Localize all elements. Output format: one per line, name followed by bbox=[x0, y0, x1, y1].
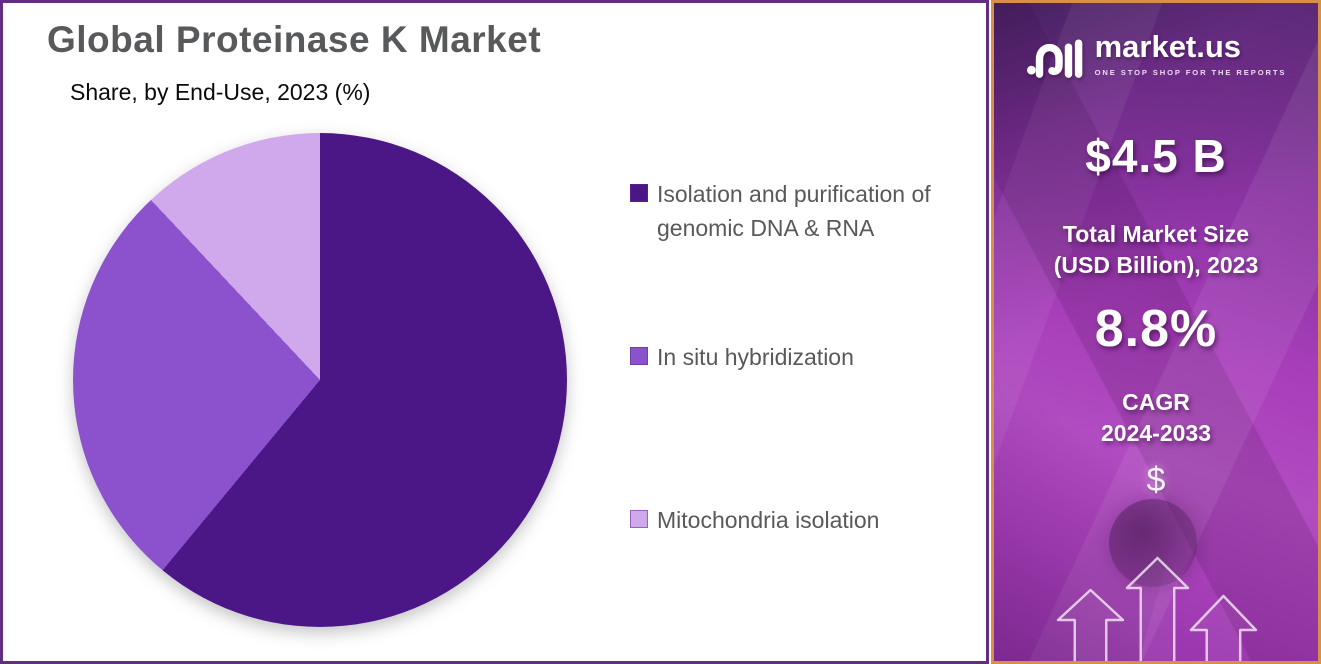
growth-arrows-icon bbox=[1056, 556, 1258, 661]
brand-name: market.us bbox=[1094, 29, 1242, 64]
legend-label: In situ hybridization bbox=[657, 344, 854, 370]
legend-swatch-light-purple bbox=[630, 510, 648, 528]
total-market-size-value: $4.5 B bbox=[1085, 130, 1227, 182]
pie-slice-data-label: 61% bbox=[510, 599, 566, 629]
page-title: Global Proteinase K Market bbox=[47, 19, 542, 60]
dollar-icon: $ bbox=[1146, 461, 1166, 499]
total-market-size-label: Total Market Size (USD Billion), 2023 bbox=[994, 219, 1318, 281]
legend-label: Isolation and purification of genomic DN… bbox=[657, 181, 931, 241]
legend-item-in-situ-hybridization: In situ hybridization bbox=[630, 340, 978, 374]
brand-text: market.us ONE STOP SHOP FOR THE REPORTS bbox=[1094, 29, 1287, 77]
marketus-logo-icon bbox=[1026, 39, 1082, 78]
legend-item-isolation-purification: Isolation and purification of genomic DN… bbox=[630, 177, 978, 245]
total-market-size-label-line1: Total Market Size bbox=[1062, 221, 1250, 247]
legend-swatch-dark-purple bbox=[630, 184, 648, 202]
total-market-size-label-line2: (USD Billion), 2023 bbox=[1053, 252, 1259, 279]
sidebar: market.us ONE STOP SHOP FOR THE REPORTS … bbox=[991, 0, 1321, 664]
legend-item-mitochondria-isolation: Mitochondria isolation bbox=[630, 503, 978, 537]
cagr-label-line1: CAGR bbox=[1122, 389, 1190, 415]
cagr-value: 8.8% bbox=[1094, 300, 1218, 358]
legend-swatch-medium-purple bbox=[630, 347, 648, 365]
brand-logo: market.us ONE STOP SHOP FOR THE REPORTS bbox=[994, 29, 1318, 85]
brand-tagline: ONE STOP SHOP FOR THE REPORTS bbox=[1094, 67, 1287, 77]
chart-panel: Global Proteinase K Market Share, by End… bbox=[0, 0, 989, 664]
pie-chart: 61% bbox=[73, 133, 567, 629]
chart-subtitle: Share, by End-Use, 2023 (%) bbox=[70, 79, 371, 105]
legend-label: Mitochondria isolation bbox=[657, 507, 880, 533]
coffee-cup-photo-shape bbox=[1109, 499, 1197, 587]
cagr-label-line2: 2024-2033 bbox=[1101, 420, 1211, 447]
cagr-label: CAGR 2024-2033 bbox=[994, 387, 1318, 449]
